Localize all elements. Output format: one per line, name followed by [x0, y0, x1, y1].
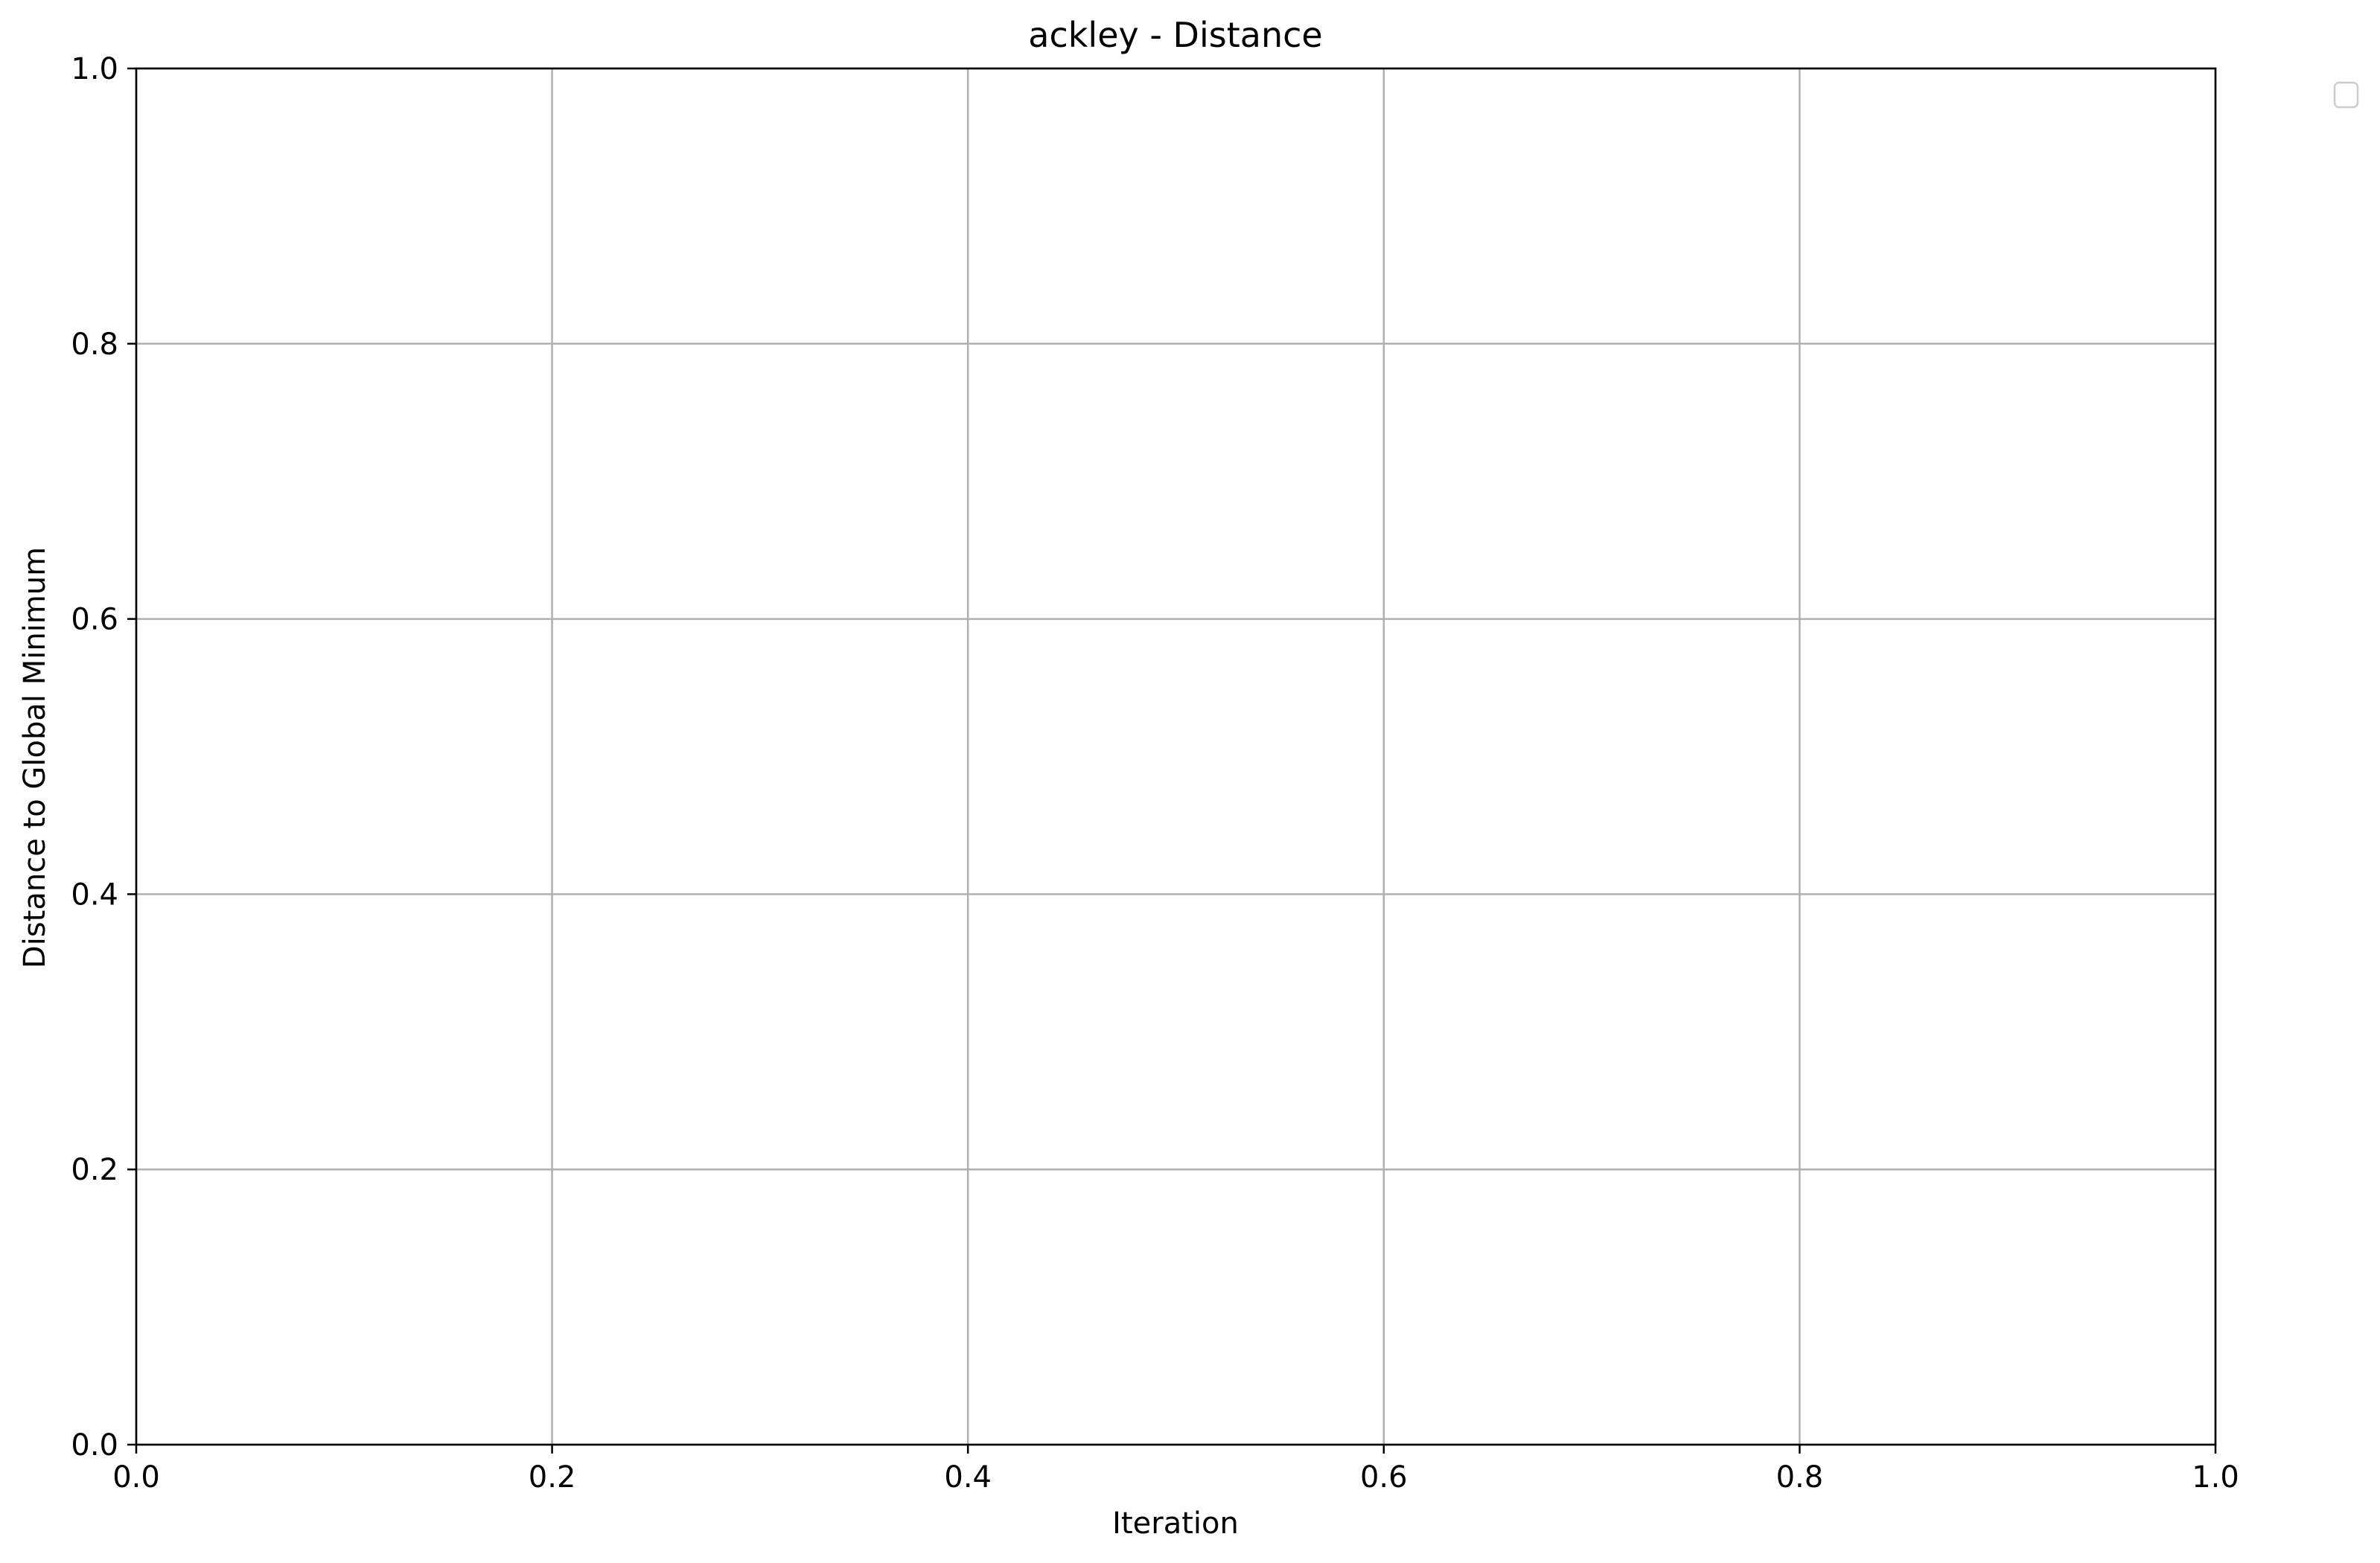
- x-axis-ticks: 0.0 0.2 0.4 0.6 0.8 1.0: [112, 1445, 2239, 1495]
- plot-area-frame: [135, 67, 2217, 1446]
- y-tick-label: 1.0: [71, 52, 118, 86]
- x-tick-label: 0.6: [1360, 1460, 1408, 1495]
- y-axis-ticks: 0.0 0.2 0.4 0.6 0.8 1.0: [71, 52, 136, 1463]
- y-tick-label: 0.2: [71, 1153, 118, 1187]
- legend: [2333, 81, 2359, 109]
- y-tick-label: 0.8: [71, 327, 118, 362]
- y-axis-label: Distance to Global Minimum: [18, 547, 52, 968]
- x-tick-label: 0.0: [112, 1460, 160, 1495]
- x-tick-label: 0.2: [529, 1460, 576, 1495]
- x-tick-label: 0.4: [944, 1460, 992, 1495]
- y-tick-label: 0.6: [71, 603, 118, 637]
- x-tick-label: 0.8: [1776, 1460, 1824, 1495]
- chart-title: ackley - Distance: [1028, 15, 1322, 55]
- y-tick-label: 0.4: [71, 878, 118, 912]
- x-tick-label: 1.0: [2192, 1460, 2239, 1495]
- y-tick-label: 0.0: [71, 1428, 118, 1463]
- legend-box: [2333, 81, 2359, 109]
- x-axis-label: Iteration: [1112, 1506, 1239, 1541]
